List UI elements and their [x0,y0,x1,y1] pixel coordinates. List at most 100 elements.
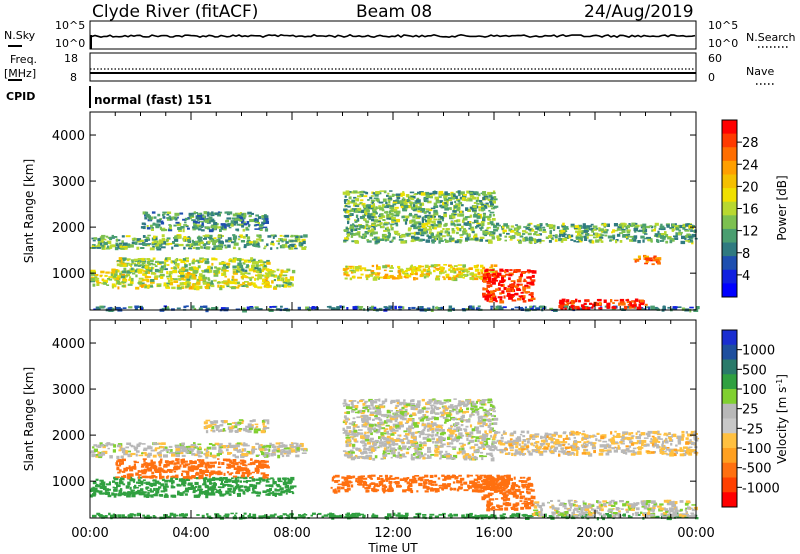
data-cell [430,207,436,210]
data-cell [242,309,247,313]
data-cell [627,229,631,232]
data-cell [363,195,368,198]
data-cell [408,197,413,200]
data-cell [285,444,288,447]
data-cell [533,239,537,243]
data-cell [653,255,657,259]
data-cell [459,213,465,217]
data-cell [504,270,507,274]
data-cell [531,274,535,278]
data-cell [270,242,274,246]
data-cell [252,490,256,493]
data-cell [355,512,360,515]
data-cell [456,209,460,212]
data-cell [356,207,362,212]
data-cell [417,210,422,213]
data-cell [213,222,218,226]
data-cell [174,243,179,246]
data-cell [181,266,187,269]
data-cell [482,230,486,234]
data-cell [203,421,208,425]
data-cell [577,232,580,236]
data-cell [259,260,264,263]
data-cell [389,240,393,243]
data-cell [246,221,250,225]
data-cell [143,283,147,286]
data-cell [421,238,425,241]
data-cell [165,243,170,246]
data-cell [167,279,171,283]
data-cell [264,460,269,463]
data-cell [164,262,167,266]
data-cell [101,244,105,248]
data-cell [417,226,421,230]
data-cell [221,462,225,465]
data-cell [267,492,271,496]
data-cell [242,307,246,310]
data-cell [388,486,393,491]
data-cell [196,450,200,454]
data-cell [594,232,598,236]
data-cell [143,482,147,484]
data-cell [191,219,196,222]
data-cell [599,302,602,306]
data-cell [529,305,533,308]
data-cell [523,514,528,517]
data-cell [256,470,260,474]
data-cell [117,471,121,474]
data-cell [113,444,117,448]
data-cell [183,268,189,272]
data-cell [133,491,137,495]
data-cell [217,246,223,250]
data-cell [211,247,215,250]
data-cell [275,483,280,486]
data-cell [314,307,319,310]
data-cell [176,466,181,470]
data-cell [622,234,626,238]
data-cell [94,274,99,277]
data-cell [247,472,251,476]
data-cell [298,444,302,448]
data-cell [435,234,441,238]
data-cell [618,302,621,306]
data-cell [392,512,396,516]
data-cell [377,272,381,274]
data-cell [121,285,126,288]
data-cell [274,488,277,492]
data-cell [542,231,547,233]
data-cell [446,194,451,197]
data-cell [516,225,522,229]
data-cell [605,229,609,232]
data-cell [548,224,554,228]
data-cell [283,513,286,516]
data-cell [368,225,371,228]
data-cell [195,246,200,250]
data-cell [571,305,575,308]
data-cell [381,204,386,208]
data-cell [238,461,241,464]
data-cell [373,486,376,489]
data-cell [485,202,489,205]
data-cell [101,278,105,281]
data-cell [277,480,283,483]
data-cell [253,261,259,265]
data-cell [391,217,396,220]
data-cell [488,269,492,271]
data-cell [430,233,434,236]
data-cell [538,238,542,242]
data-cell [223,280,228,283]
data-cell [241,453,247,456]
data-cell [435,276,439,279]
data-cell [638,303,641,307]
data-cell [213,420,219,424]
data-cell [232,265,237,269]
data-cell [112,486,115,489]
data-cell [501,279,505,282]
data-cell [171,286,176,290]
data-cell [531,295,534,298]
freq-label-1: Freq. [10,53,37,66]
data-cell [266,476,269,479]
data-cell [192,467,195,470]
data-cell [240,240,245,243]
data-cell [277,454,281,459]
